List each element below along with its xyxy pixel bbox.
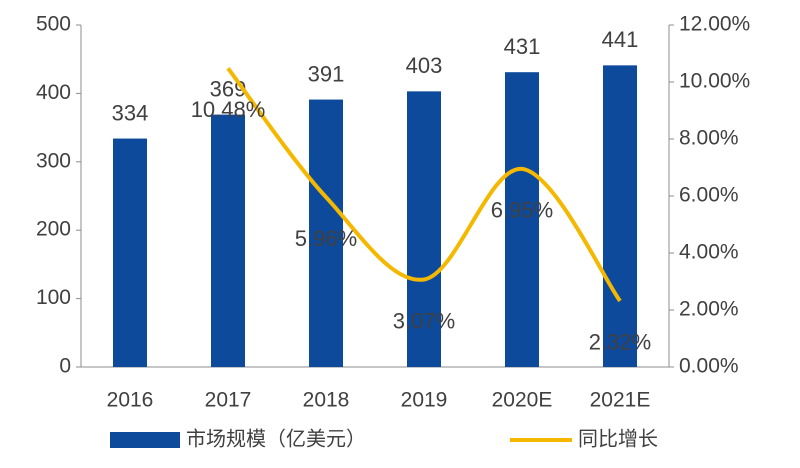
bar — [309, 99, 343, 367]
bar-value-label: 369 — [210, 76, 247, 101]
y-tick-label: 500 — [36, 13, 71, 36]
line-value-label: 10.48% — [191, 97, 266, 122]
x-tick-label: 2019 — [401, 389, 448, 412]
x-tick-label: 2018 — [303, 389, 350, 412]
y2-tick-label: 0.00% — [679, 355, 739, 378]
line — [226, 67, 622, 303]
x-tick-label: 2021E — [590, 389, 651, 412]
y-tick-label: 0 — [59, 355, 71, 378]
y2-tick-label: 12.00% — [679, 13, 750, 36]
y-tick-label: 400 — [36, 81, 71, 104]
y2-tick-label: 8.00% — [679, 127, 739, 150]
line-value-label: 2.32% — [589, 330, 651, 355]
bar-value-label: 403 — [406, 53, 443, 78]
line-value-label: 5.96% — [295, 226, 357, 251]
bar — [211, 114, 245, 367]
y-tick-label: 200 — [36, 218, 71, 241]
bar — [113, 138, 147, 367]
line-value-label: 6.95% — [491, 198, 553, 223]
bar — [407, 91, 441, 368]
bar-value-label: 431 — [504, 34, 541, 59]
y2-tick-label: 10.00% — [679, 70, 750, 93]
bar — [603, 65, 637, 367]
bar-value-label: 334 — [112, 100, 149, 125]
legend-label: 市场规模（亿美元） — [186, 427, 366, 450]
y-tick-label: 300 — [36, 149, 71, 172]
y2-tick-label: 6.00% — [679, 184, 739, 207]
line-value-label: 3.07% — [393, 308, 455, 333]
y2-tick-label: 4.00% — [679, 241, 739, 264]
bar-value-label: 391 — [308, 61, 345, 86]
legend-label: 同比增长 — [578, 427, 658, 450]
bar — [505, 72, 539, 368]
bar-value-label: 441 — [602, 27, 639, 52]
x-tick-label: 2016 — [107, 389, 154, 412]
legend-swatch — [110, 432, 180, 448]
x-tick-label: 2017 — [205, 389, 252, 412]
x-tick-label: 2020E — [492, 389, 553, 412]
y2-tick-label: 2.00% — [679, 298, 739, 321]
y-tick-label: 100 — [36, 286, 71, 309]
